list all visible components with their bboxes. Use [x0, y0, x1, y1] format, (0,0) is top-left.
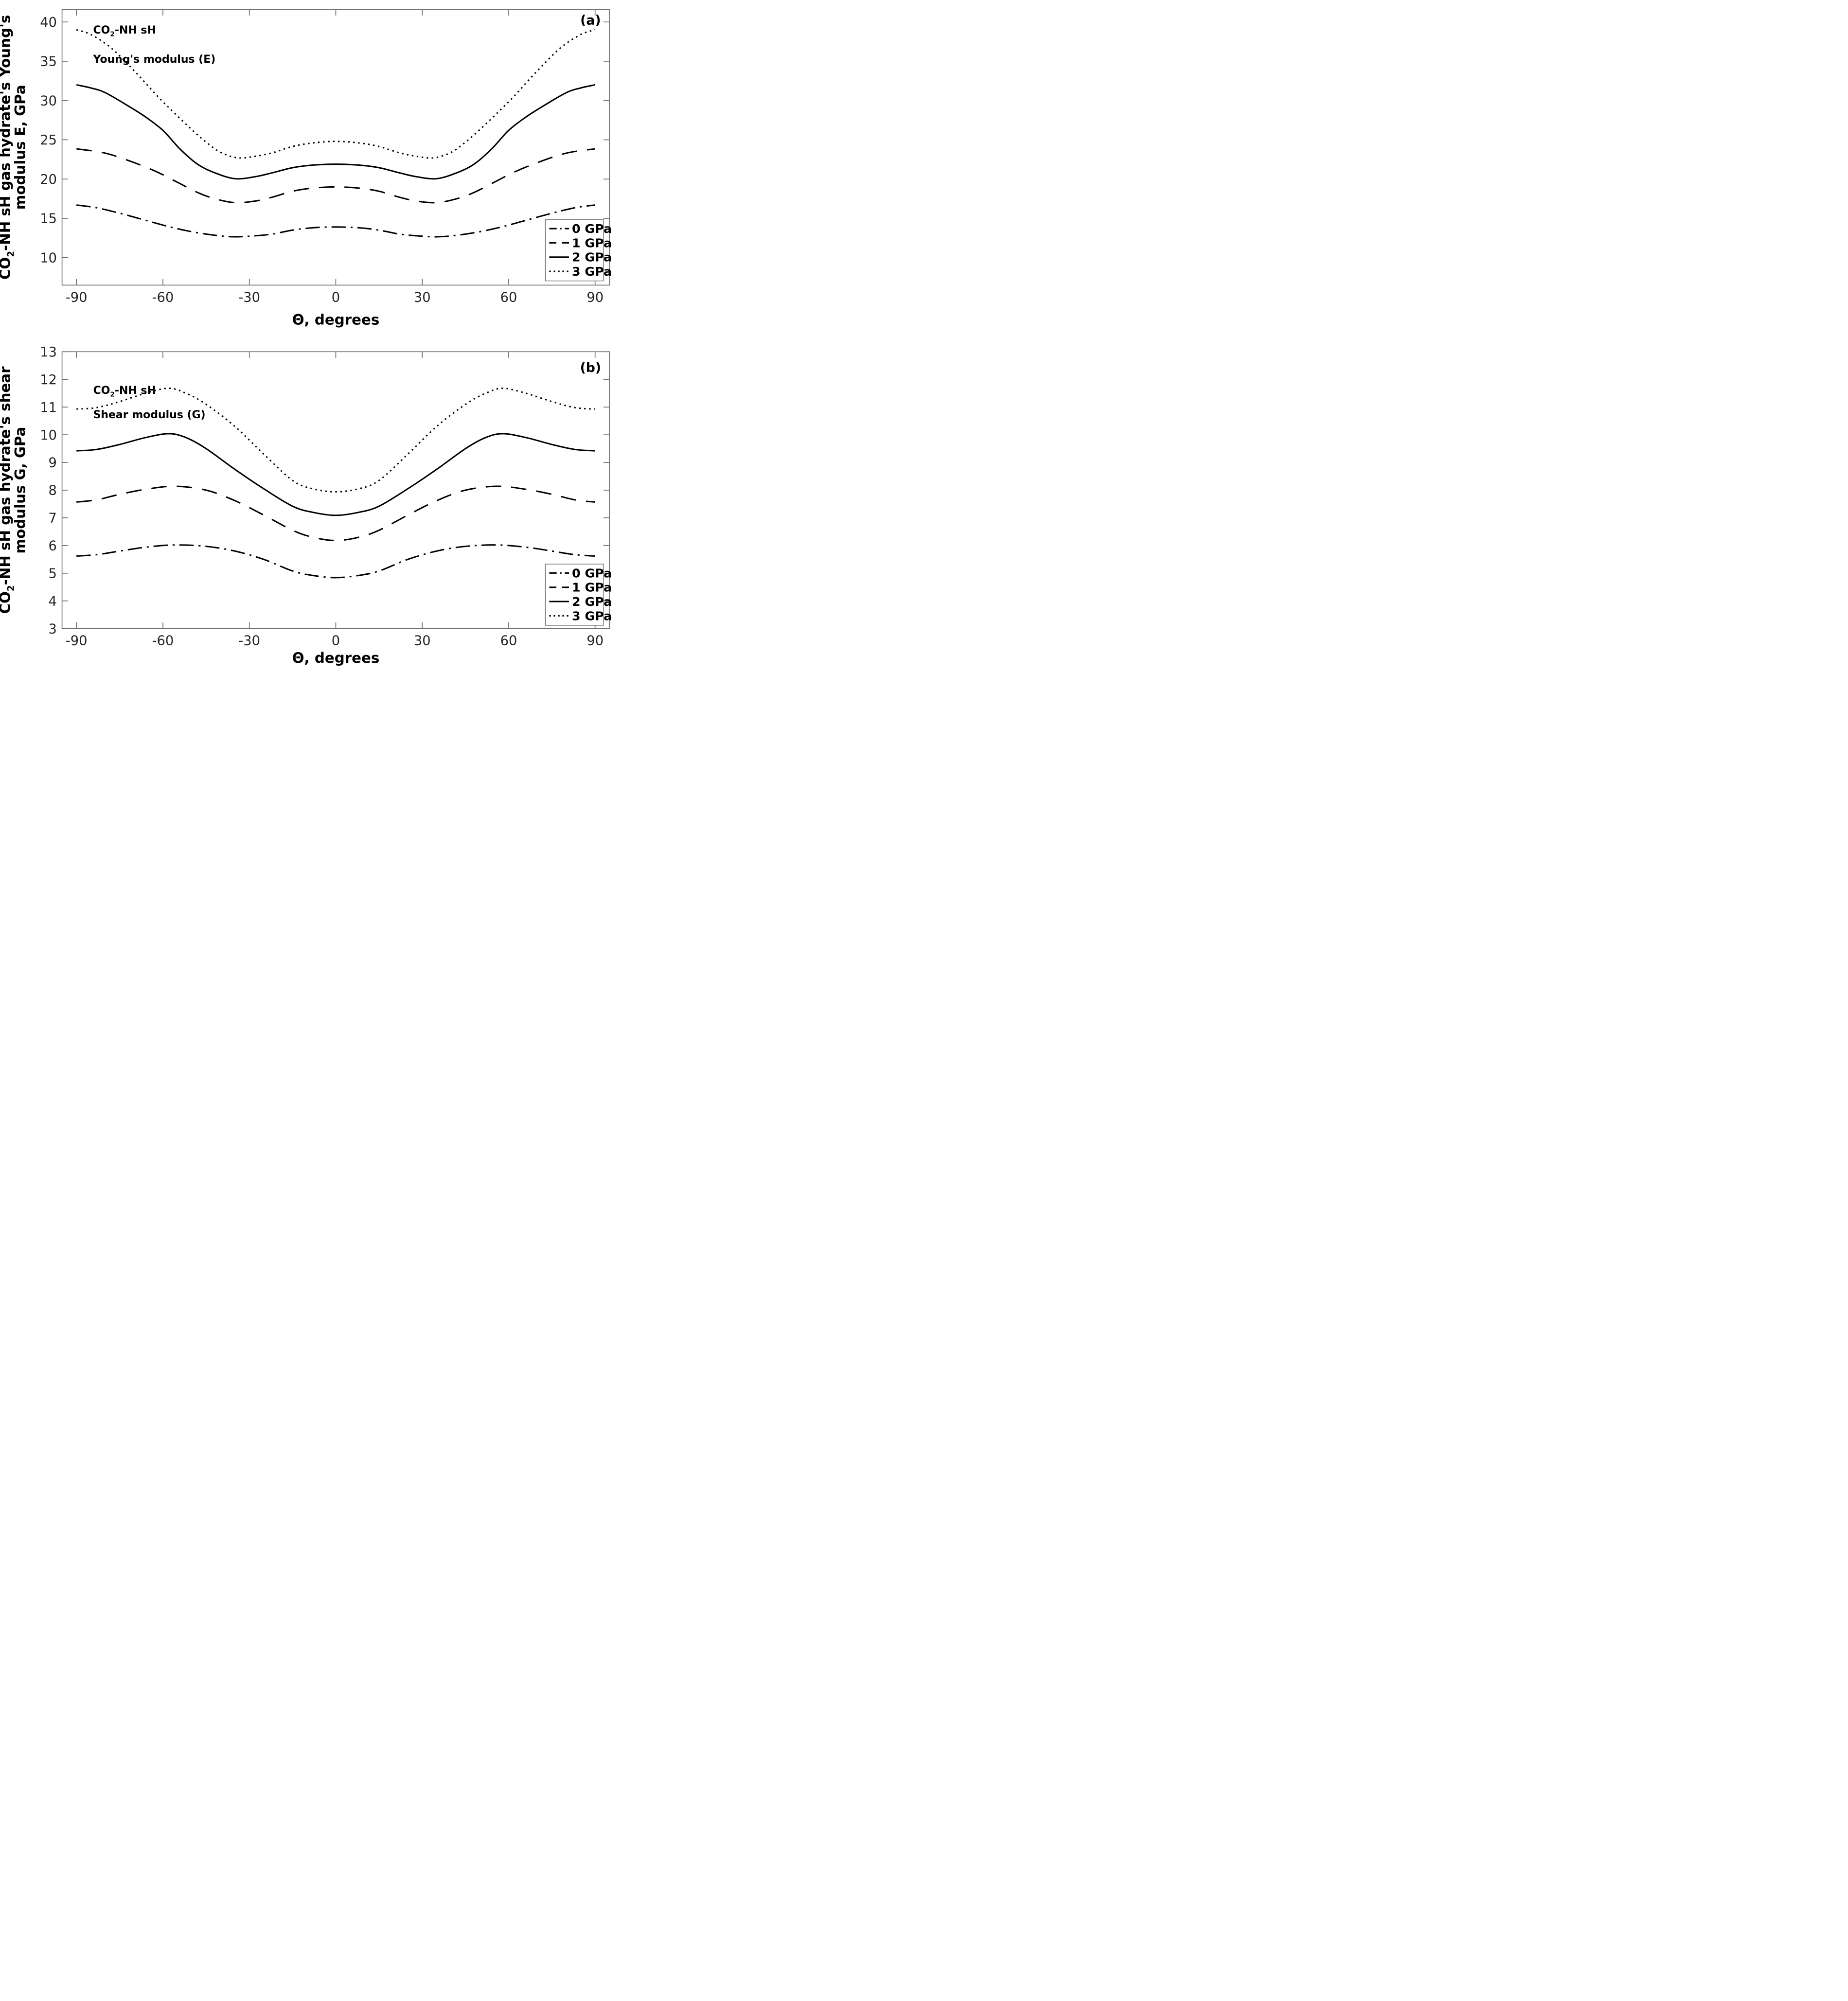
x-tick-label: -30 [238, 290, 260, 305]
x-tick-label: -90 [66, 633, 88, 648]
legend-label: 1 GPa [572, 236, 612, 250]
y-tick-label: 40 [40, 15, 57, 30]
y-tick-label: 30 [40, 93, 57, 108]
panel-letter: (b) [580, 360, 601, 375]
y-tick-label: 15 [40, 212, 57, 227]
panel-b: -90 -60 -30 0 30 60 90 3 4 5 6 7 8 9 10 11 12 13 0 GPa 1 GP… [0, 333, 616, 667]
legend-label: 2 GPa [572, 250, 612, 265]
legend-label: 3 GPa [572, 609, 612, 623]
y-axis-label-line1: CO2-NH sH gas hydrate's shear [0, 366, 16, 614]
x-axis-label: Θ, degrees [292, 312, 380, 328]
panel-a: -90 -60 -30 0 30 60 90 10 15 20 25 30 35 40 0 GPa 1 GPa… [0, 0, 616, 334]
x-tick-label: 30 [414, 290, 431, 305]
series-curve-2gpa [76, 432, 595, 516]
series-curve-3gpa [76, 29, 596, 159]
x-tick-label: -60 [152, 290, 174, 305]
axes-box [61, 9, 610, 286]
y-tick-label: 25 [40, 133, 57, 148]
x-axis-label: Θ, degrees [292, 650, 380, 666]
annotation-modulus: Shear modulus (G) [93, 409, 206, 421]
series-curve-1gpa [76, 485, 595, 541]
series-curve-1gpa [76, 148, 595, 204]
y-tick-label: 9 [49, 455, 57, 470]
y-tick-label: 5 [49, 566, 57, 581]
y-tick-label: 6 [49, 538, 57, 553]
legend-label: 0 GPa [572, 222, 612, 236]
y-tick-label: 20 [40, 172, 57, 187]
y-tick-label: 7 [49, 511, 57, 526]
y-axis-label-line2: modulus E, GPa [12, 85, 29, 210]
series-curve-3gpa [76, 387, 595, 493]
y-tick-label: 13 [40, 345, 57, 360]
annotation-modulus: Young's modulus (E) [93, 53, 216, 66]
y-axis-label-line1: CO2-NH sH gas hydrate's Young's [0, 15, 16, 280]
y-tick-label: 10 [40, 250, 57, 266]
y-tick-label: 35 [40, 54, 57, 70]
x-tick-label: -30 [238, 633, 260, 648]
figure-root: -90 -60 -30 0 30 60 90 10 15 20 25 30 35 40 0 GPa 1 GPa… [0, 0, 616, 667]
legend-label: 2 GPa [572, 595, 612, 609]
annotation-compound: CO2-NH sH [93, 24, 156, 38]
x-tick-label: -60 [152, 633, 174, 648]
series-curve-0gpa [76, 204, 595, 238]
series-curve-2gpa [76, 84, 596, 180]
x-tick-label: -90 [66, 290, 88, 305]
y-tick-label: 8 [49, 483, 57, 498]
legend-label: 1 GPa [572, 580, 612, 594]
annotation-compound: CO2-NH sH [93, 385, 156, 399]
x-tick-label: 30 [414, 633, 431, 648]
series-curve-0gpa [76, 544, 595, 579]
y-axis-label-line2: modulus G, GPa [12, 426, 29, 553]
legend-label: 3 GPa [572, 265, 612, 279]
y-tick-label: 12 [40, 372, 57, 388]
x-tick-label: 0 [332, 633, 340, 648]
y-tick-label: 11 [40, 400, 57, 415]
x-tick-label: 90 [586, 633, 604, 648]
x-tick-label: 0 [332, 290, 340, 305]
y-tick-label: 10 [40, 427, 57, 443]
panel-letter: (a) [580, 13, 601, 28]
y-tick-label: 4 [49, 594, 57, 609]
legend-label: 0 GPa [572, 566, 612, 580]
x-tick-label: 60 [500, 633, 517, 648]
y-tick-label: 3 [49, 621, 57, 637]
x-tick-label: 60 [500, 290, 517, 305]
x-tick-label: 90 [586, 290, 604, 305]
